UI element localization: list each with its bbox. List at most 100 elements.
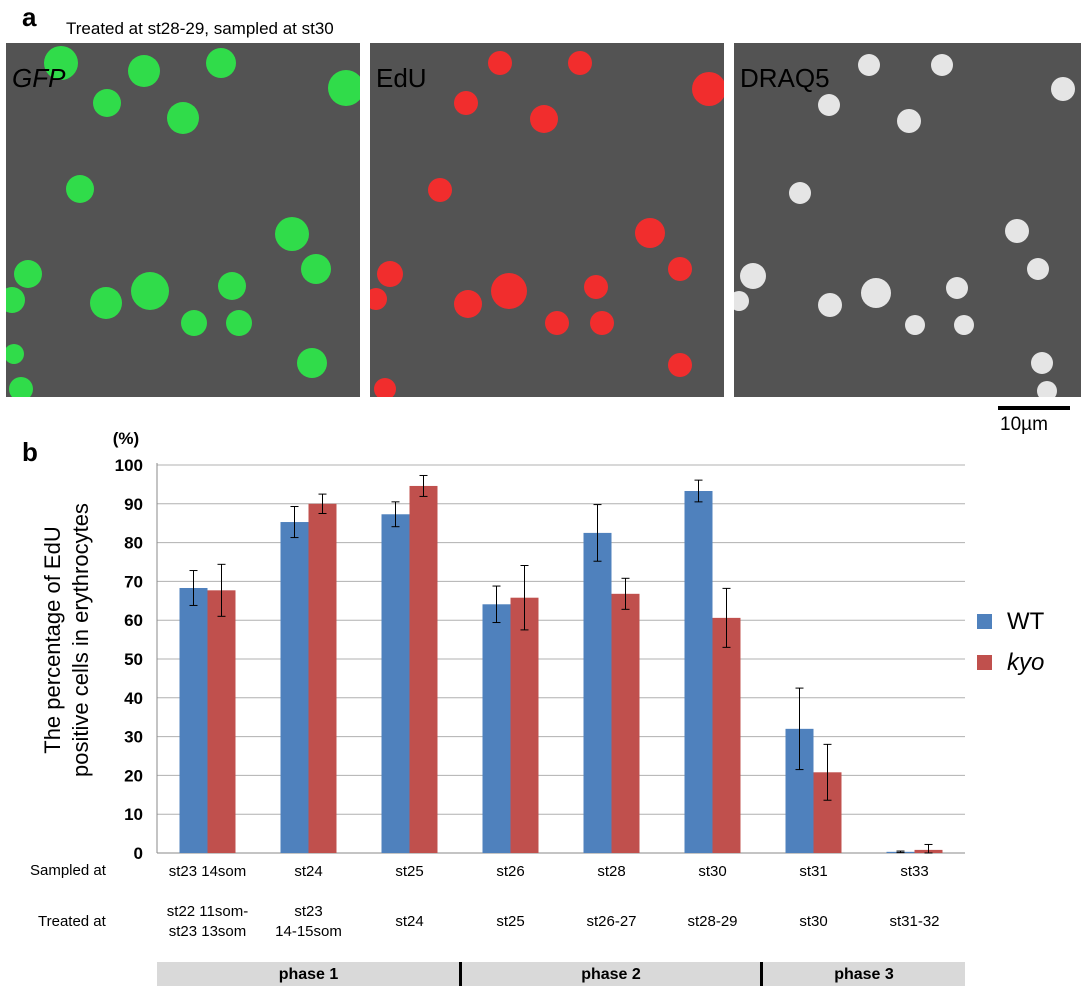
nucleus	[218, 272, 246, 300]
nucleus	[789, 182, 811, 204]
nucleus	[635, 218, 665, 248]
bar-kyo	[611, 593, 640, 853]
nucleus	[818, 293, 842, 317]
nucleus	[905, 315, 925, 335]
nucleus	[734, 291, 749, 311]
panel-a-caption: Treated at st28-29, sampled at st30	[66, 19, 334, 38]
nucleus	[428, 178, 452, 202]
nucleus	[530, 105, 558, 133]
nucleus	[275, 217, 309, 251]
treated-at-label: st30	[799, 913, 827, 930]
nucleus	[167, 102, 199, 134]
nucleus	[1005, 219, 1029, 243]
nucleus	[181, 310, 207, 336]
nucleus	[454, 290, 482, 318]
nucleus	[128, 55, 160, 87]
bar-wt	[482, 604, 511, 853]
x-tick-label: st25	[395, 863, 423, 880]
gfp-nuclei	[6, 46, 360, 397]
nucleus	[377, 261, 403, 287]
phase-1-label: phase 1	[278, 966, 339, 983]
x-tick-label: st28	[597, 863, 625, 880]
nucleus	[370, 288, 387, 310]
draq5-nuclei	[734, 54, 1075, 397]
bar-wt	[684, 490, 713, 853]
nucleus	[590, 311, 614, 335]
nucleus	[6, 344, 24, 364]
bar-wt	[179, 587, 208, 853]
y-tick-label: 60	[124, 611, 143, 630]
nucleus	[488, 51, 512, 75]
nucleus	[491, 273, 527, 309]
treated-at-header: Treated at	[38, 913, 106, 930]
x-tick-label: st31	[799, 863, 827, 880]
nucleus	[93, 89, 121, 117]
nucleus	[297, 348, 327, 378]
scale-bar	[998, 406, 1070, 410]
nucleus	[374, 378, 396, 397]
phase-2-label: phase 2	[581, 966, 641, 983]
treated-at-label: st23 13som	[169, 923, 247, 940]
nucleus	[545, 311, 569, 335]
nucleus	[692, 72, 724, 106]
treated-at-label: 14-15som	[275, 923, 342, 940]
legend-wt-label: WT	[1007, 608, 1045, 635]
legend-kyo-swatch	[977, 655, 992, 670]
panel-b-letter: b	[22, 437, 38, 467]
legend-kyo-label: kyo	[1007, 649, 1045, 676]
nucleus	[44, 46, 78, 80]
nucleus	[1051, 77, 1075, 101]
bar-kyo	[207, 590, 236, 853]
nucleus	[9, 377, 33, 397]
nucleus	[931, 54, 953, 76]
treated-at-label: st28-29	[687, 913, 737, 930]
nucleus	[1031, 352, 1053, 374]
y-tick-label: 90	[124, 495, 143, 514]
nucleus	[946, 277, 968, 299]
gfp-label: GFP	[12, 63, 66, 93]
y-tick-label: 40	[124, 689, 143, 708]
nucleus	[1037, 381, 1057, 397]
nucleus	[328, 70, 360, 106]
nucleus	[954, 315, 974, 335]
phase-separator-1	[459, 962, 462, 986]
treated-at-label: st31-32	[889, 913, 939, 930]
nucleus	[568, 51, 592, 75]
panel-a-letter: a	[22, 2, 37, 32]
y-tick-label: 30	[124, 728, 143, 747]
bar-kyo	[409, 485, 438, 853]
treated-at-label: st22 11som-	[167, 903, 248, 920]
y-tick-label: 100	[115, 456, 143, 475]
edu-nuclei	[370, 51, 724, 397]
y-tick-label: 10	[124, 805, 143, 824]
bar-kyo	[712, 617, 741, 853]
nucleus	[454, 91, 478, 115]
y-tick-label: 20	[124, 766, 143, 785]
nucleus	[584, 275, 608, 299]
x-tick-label: st23 14som	[169, 863, 247, 880]
y-tick-label: 70	[124, 572, 143, 591]
x-tick-label: st33	[900, 863, 928, 880]
nucleus	[861, 278, 891, 308]
nucleus	[90, 287, 122, 319]
y-tick-label: 0	[134, 844, 143, 863]
nucleus	[897, 109, 921, 133]
nucleus	[1027, 258, 1049, 280]
x-tick-label: st30	[698, 863, 726, 880]
y-axis-unit: (%)	[113, 429, 139, 448]
nucleus	[818, 94, 840, 116]
bar-kyo	[308, 503, 337, 853]
treated-at-label: st23	[294, 903, 322, 920]
nucleus	[206, 48, 236, 78]
nucleus	[668, 257, 692, 281]
bar-wt	[381, 514, 410, 853]
nucleus	[301, 254, 331, 284]
treated-at-label: st24	[395, 913, 423, 930]
draq5-micrograph: DRAQ5	[734, 43, 1081, 397]
y-axis-title-line-2: positive cells in erythrocytes	[68, 503, 93, 777]
scale-bar-label: 10µm	[1000, 414, 1048, 435]
edu-micrograph: EdU	[370, 43, 724, 397]
gfp-micrograph: GFP	[6, 43, 360, 397]
y-axis-title-line-1: The percentage of EdU	[40, 526, 65, 754]
